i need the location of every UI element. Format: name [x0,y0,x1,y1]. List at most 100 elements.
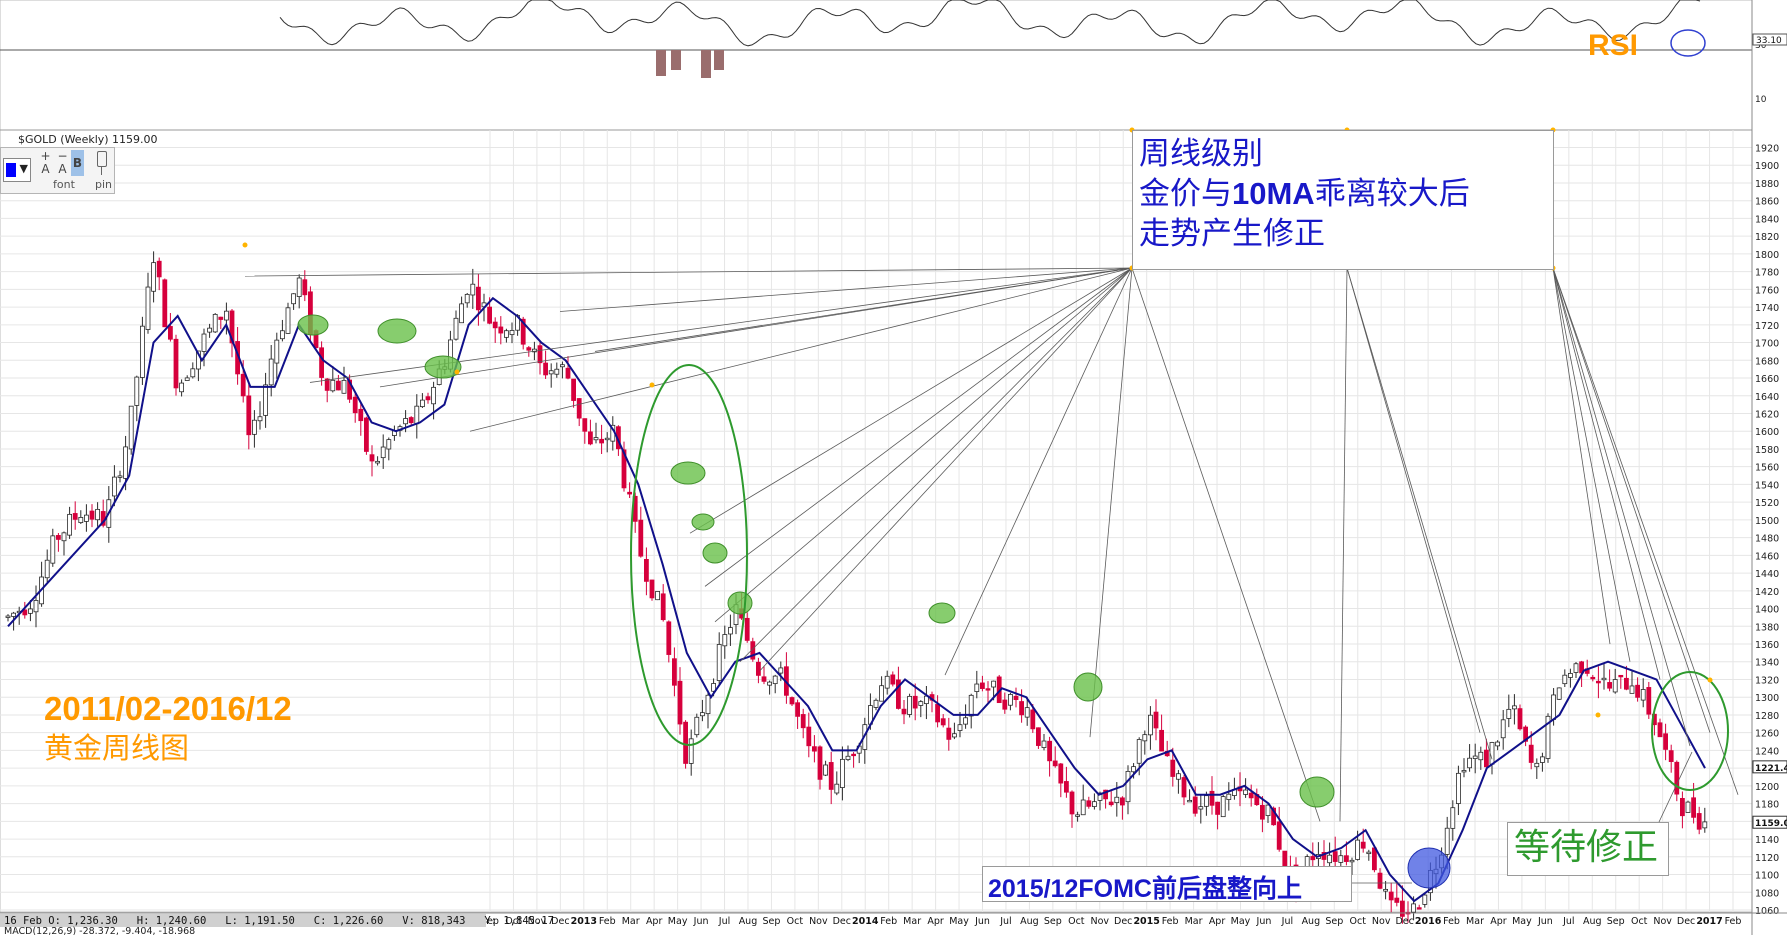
candle-body [503,330,509,338]
candle-body [1052,760,1058,767]
color-picker[interactable]: ▼ [3,158,31,182]
candle-body [1332,851,1338,862]
candle-body [537,345,543,364]
candle-body [11,612,17,617]
candle-body [974,683,980,692]
candle-body [1624,677,1629,690]
callout-line-2-bold: 10MA [1232,176,1315,211]
candle-body [1125,770,1131,803]
candle-body [78,517,84,523]
candle-body [134,376,140,406]
y-tick-label: 1440 [1755,569,1779,580]
font-size-down-button[interactable]: − A [56,150,69,176]
y-tick-label: 1500 [1755,516,1779,527]
x-tick-label: Jun [1256,916,1272,927]
candle-body [139,325,145,378]
candle-body [145,286,151,330]
x-tick-label: Sep [762,916,780,927]
candle-body [1360,841,1366,849]
candle-body [1148,714,1153,736]
font-size-up-button[interactable]: + A [39,150,52,176]
x-tick-label: Aug [1020,916,1039,927]
candle-body [722,634,728,647]
candle-body [1181,777,1187,798]
color-swatch [6,163,16,177]
x-tick-label: Oct [1631,916,1648,927]
bold-button[interactable]: B [71,150,84,176]
dropdown-arrow-icon: ▼ [19,162,28,175]
candle-body [1276,821,1282,850]
candle-body [1355,839,1360,860]
annotation-ray [714,267,1133,623]
candle-body [184,377,190,381]
annotation-ray [1658,751,1693,823]
candle-body [117,475,123,478]
candle-body [935,704,940,723]
rsi-tick-label: 30 [1755,41,1767,51]
green-highlight-marker [1299,776,1335,808]
pin-icon[interactable] [97,151,107,175]
blue-highlight-marker [1407,847,1451,889]
candle-body [532,348,537,353]
anchor-dot [454,369,460,375]
candle-body [1388,891,1394,901]
ma-line [7,296,1706,903]
candle-body [1064,781,1069,793]
candle-body [1467,757,1472,769]
candle-body [907,695,912,715]
x-tick-label: Nov [809,916,828,927]
anchor-dot [1595,712,1601,718]
candle-body [901,708,907,715]
x-tick-label: Apr [646,916,663,927]
x-tick-label: Jun [974,916,990,927]
annotation-ray [1552,267,1691,747]
x-tick-label: Oct [1068,916,1085,927]
y-tick-label: 1460 [1755,551,1779,562]
x-tick-label: Dec [1677,916,1695,927]
callout-line-2: 金价与10MA乖离较大后 [1139,174,1470,214]
candle-body [1069,791,1075,815]
candle-body [1002,699,1008,710]
candle-body [128,405,134,450]
candle-body [1495,741,1500,747]
candle-body [1383,888,1388,892]
annotation-ray [1552,267,1611,645]
candle-body [324,378,330,391]
candle-body [1629,685,1635,694]
candle-body [946,727,952,740]
x-tick-label: Apr [927,916,944,927]
candle-body [604,437,610,441]
candle-body [952,733,957,738]
x-tick-label: Oct [505,916,522,927]
x-tick-label: Sep [1325,916,1343,927]
candle-body [1265,804,1271,816]
candle-body [1131,766,1136,773]
candle-body [358,408,364,422]
x-tick-label: Oct [1350,916,1367,927]
annotation-ray [1552,267,1739,795]
candle-body [1512,705,1517,710]
candle-body [1092,801,1097,807]
anchor-dot [1707,677,1713,683]
candle-body [593,437,599,441]
x-tick-label: Feb [880,916,897,927]
candle-body [834,783,840,794]
rsi-value-label: 33.10 [1756,36,1782,46]
candle-body [694,716,700,736]
candle-body [84,514,89,522]
candle-body [1024,707,1030,718]
x-tick-label: Apr [1209,916,1226,927]
candle-body [1136,739,1142,764]
candle-body [151,262,157,292]
annotation-ray [1089,267,1133,738]
rsi-value-badge [1752,33,1787,46]
candle-body [302,279,308,296]
candle-body [492,321,498,329]
font-size-down-label: A [58,162,67,176]
candle-body [1484,749,1489,768]
candle-body [419,399,425,408]
y-tick-label: 1260 [1755,729,1779,740]
y-tick-label: 1560 [1755,463,1779,474]
y-tick-label: 1760 [1755,285,1779,296]
candle-body [1545,715,1551,759]
